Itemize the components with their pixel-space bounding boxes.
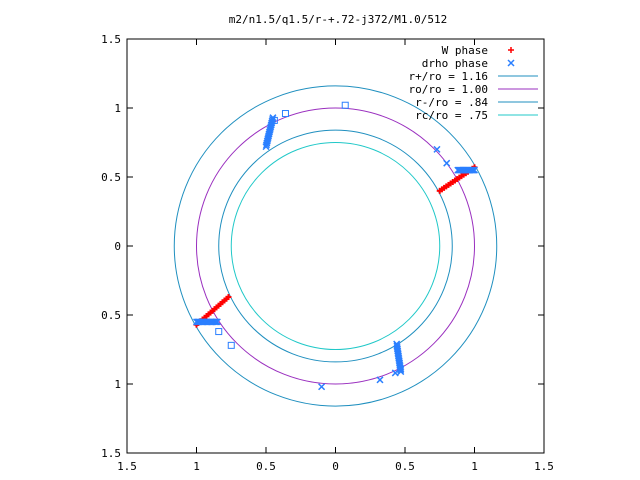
x-tick-label: 0 <box>332 460 339 473</box>
legend-label: ro/ro = 1.00 <box>409 83 488 96</box>
chart-title: m2/n1.5/q1.5/r-+.72-j372/M1.0/512 <box>229 13 448 26</box>
drho-phase-point <box>376 376 384 384</box>
x-tick-label: 0.5 <box>395 460 415 473</box>
legend-label: r-/ro = .84 <box>415 96 488 109</box>
y-tick-label: 0 <box>114 240 121 253</box>
y-tick-label: 1.5 <box>101 33 121 46</box>
x-tick-label: 0.5 <box>256 460 276 473</box>
drho-phase-point <box>212 318 220 326</box>
x-tick-label: 1 <box>471 460 478 473</box>
square-point <box>281 110 289 118</box>
y-axis: 1.5 1 0.5 0 0.5 1 1.5 <box>101 33 544 460</box>
drho-phase-point <box>213 318 221 326</box>
reference-circles <box>173 85 498 407</box>
circle-line <box>173 85 498 407</box>
drho-phase-point <box>391 369 399 377</box>
drho-phase-point <box>397 368 405 376</box>
drho-phase-point <box>433 145 441 153</box>
legend-label: W phase <box>442 44 488 57</box>
y-tick-label: 0.5 <box>101 171 121 184</box>
w-phase-point <box>225 294 232 301</box>
y-tick-label: 1.5 <box>101 447 121 460</box>
circle-line <box>218 129 453 363</box>
drho-phase-point <box>397 365 405 373</box>
legend-label: rc/ro = .75 <box>415 109 488 122</box>
legend-label: drho phase <box>422 57 488 70</box>
drho-phase-point <box>443 159 451 167</box>
drho-phase-point <box>211 318 219 326</box>
square-point <box>270 116 278 124</box>
circle-line <box>196 107 475 385</box>
x-axis: 1.5 1 0.5 0 0.5 1 1.5 <box>117 39 554 473</box>
y-tick-label: 1 <box>114 102 121 115</box>
legend-swatch <box>507 59 515 67</box>
legend-label: r+/ro = 1.16 <box>409 70 488 83</box>
x-tick-label: 1.5 <box>117 460 137 473</box>
x-tick-label: 1.5 <box>534 460 554 473</box>
y-tick-label: 0.5 <box>101 309 121 322</box>
square-point <box>215 328 223 336</box>
legend-swatch <box>508 47 514 53</box>
circle-line <box>230 142 441 350</box>
x-tick-label: 1 <box>193 460 200 473</box>
square-point <box>341 101 349 109</box>
drho-phase-point <box>470 166 479 174</box>
drho-phase-point <box>318 383 326 391</box>
square-point <box>227 341 235 349</box>
data-series <box>192 101 479 391</box>
y-tick-label: 1 <box>114 378 121 391</box>
